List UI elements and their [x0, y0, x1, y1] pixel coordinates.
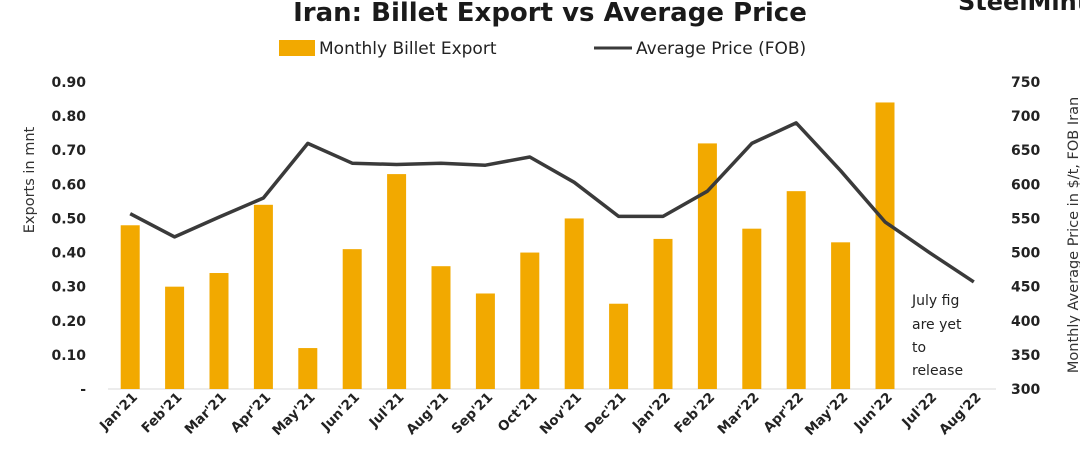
y-tick-label: 0.50: [51, 211, 86, 227]
x-tick-label: Mar'21: [182, 390, 230, 438]
x-tick-label: Jun'21: [318, 390, 363, 435]
x-tick-label: Apr'22: [761, 390, 807, 436]
brand-logo-text: SteelMint: [958, 0, 1080, 16]
y-tick-label: 0.90: [51, 75, 86, 91]
bar: [120, 225, 140, 389]
bar-series: [120, 102, 895, 389]
y2-tick-label: 650: [1011, 143, 1040, 159]
bar: [165, 286, 185, 389]
legend-swatch-bar: [279, 40, 315, 56]
x-tick-label: Feb'22: [671, 390, 718, 437]
y2-tick-label: 500: [1011, 246, 1040, 262]
bar: [298, 348, 318, 389]
bar: [253, 204, 273, 389]
legend: Monthly Billet Export Average Price (FOB…: [279, 39, 806, 59]
bar: [875, 102, 895, 389]
x-tick-label: Jan'21: [96, 390, 141, 435]
y2-tick-label: 400: [1011, 314, 1040, 330]
y2-tick-label: 600: [1011, 177, 1040, 193]
y2-tick-label: 450: [1011, 280, 1040, 296]
x-tick-label: Oct'21: [495, 390, 541, 436]
bar: [742, 228, 762, 389]
note-line-1: July fig: [911, 293, 959, 309]
note-line-3: to: [912, 340, 926, 356]
bar: [475, 293, 495, 389]
bar: [831, 242, 851, 389]
bar: [431, 266, 451, 389]
bar: [342, 249, 362, 389]
y-tick-label: -: [80, 382, 86, 398]
x-tick-label: Sep'21: [449, 390, 497, 438]
y2-tick-label: 750: [1011, 75, 1040, 91]
x-tick-label: Jul'21: [366, 390, 408, 432]
y2-tick-label: 350: [1011, 348, 1040, 364]
note-line-2: are yet: [912, 317, 962, 333]
x-tick-label: Aug'22: [936, 390, 985, 439]
bar: [564, 218, 584, 389]
legend-label-price: Average Price (FOB): [636, 39, 806, 59]
y2-axis-label: Monthly Average Price in $/t, FOB Iran: [1066, 97, 1080, 373]
y-tick-label: 0.70: [51, 143, 86, 159]
y-tick-label: 0.80: [51, 109, 86, 125]
x-tick-label: Jun'22: [850, 390, 895, 435]
y-tick-label: 0.20: [51, 314, 86, 330]
bar: [609, 303, 629, 389]
y2-axis-ticks: 300 350 400 450 500 550 600 650 700 750: [1011, 75, 1040, 398]
y-tick-label: 0.30: [51, 280, 86, 296]
x-tick-label: Apr'21: [228, 390, 274, 436]
bar: [697, 143, 717, 389]
legend-label-export: Monthly Billet Export: [319, 39, 497, 59]
bar: [786, 191, 806, 389]
y-tick-label: 0.60: [51, 177, 86, 193]
bar: [387, 174, 407, 389]
x-tick-label: Nov'21: [537, 390, 585, 438]
price-line: [129, 121, 975, 284]
bar: [209, 273, 229, 389]
x-tick-label: May'22: [802, 390, 851, 439]
note-line-4: release: [912, 363, 963, 379]
y-axis-ticks: - 0.10 0.20 0.30 0.40 0.50 0.60 0.70 0.80 0.90: [51, 75, 86, 398]
x-tick-label: Feb'21: [138, 390, 185, 437]
x-tick-label: Dec'21: [582, 390, 630, 438]
x-tick-label: Mar'22: [714, 390, 762, 438]
y-tick-label: 0.40: [51, 246, 86, 262]
y-axis-label: Exports in mnt: [22, 126, 38, 233]
y2-tick-label: 700: [1011, 109, 1040, 125]
x-tick-label: Jan'22: [629, 390, 674, 435]
x-tick-label: May'21: [269, 390, 318, 439]
y2-tick-label: 300: [1011, 382, 1040, 398]
chart-title: Iran: Billet Export vs Average Price: [293, 0, 807, 28]
y2-tick-label: 550: [1011, 211, 1040, 227]
x-tick-label: Jul'22: [898, 390, 940, 432]
bar: [520, 252, 540, 389]
x-tick-label: Aug'21: [403, 390, 452, 439]
bar: [653, 238, 673, 389]
y-tick-label: 0.10: [51, 348, 86, 364]
